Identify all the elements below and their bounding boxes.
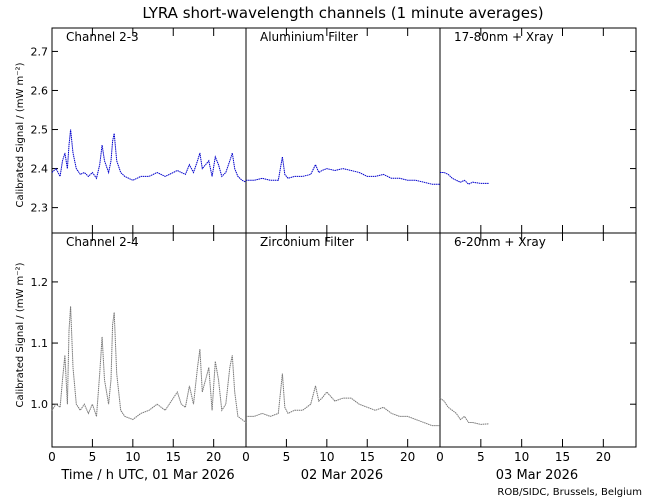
top-channel-label: Aluminium Filter	[260, 30, 358, 44]
ylabel-top: Calibrated Signal / (mW m⁻²)	[15, 62, 26, 207]
top-channel-label: Channel 2-3	[66, 30, 139, 44]
xtick-label: 5	[477, 450, 485, 464]
bottom-channel-label: 6-20nm + Xray	[454, 235, 546, 249]
xtick-label: 20	[596, 450, 611, 464]
xtick-label: 0	[242, 450, 250, 464]
bottom-series-day3	[439, 397, 490, 425]
top-ytick-label: 2.7	[31, 45, 49, 58]
bottom-ytick-label: 1.2	[31, 276, 49, 289]
top-series-day1	[51, 129, 247, 183]
top-channel-label: 17-80nm + Xray	[454, 30, 553, 44]
xlabel-day2: 02 Mar 2026	[301, 468, 383, 483]
xtick-label: 10	[319, 450, 334, 464]
xlabel-day1: Time / h UTC, 01 Mar 2026	[60, 468, 234, 483]
xtick-label: 15	[555, 450, 570, 464]
bottom-channel-label: Zirconium Filter	[260, 235, 354, 249]
panels: 2.3 2.4 2.5 2.6 2.7 Channel 2-3 Aluminium Filt…	[31, 27, 637, 464]
credit: ROB/SIDC, Brussels, Belgium	[497, 487, 642, 498]
xtick-label: 5	[89, 450, 97, 464]
bottom-series-day1	[51, 306, 247, 423]
xtick-label: 20	[206, 450, 221, 464]
top-panel-frame	[51, 27, 637, 234]
xtick-label: 15	[166, 450, 181, 464]
xtick-label: 10	[125, 450, 140, 464]
ylabel-bottom: Calibrated Signal / (mW m⁻²)	[15, 262, 26, 407]
bottom-ytick-label: 1.1	[31, 337, 49, 350]
bottom-ytick-label: 1.0	[31, 398, 49, 411]
xtick-label: 0	[48, 450, 56, 464]
top-ytick-label: 2.5	[31, 124, 49, 137]
top-series-day2	[246, 156, 440, 185]
bottom-series-day2	[246, 373, 440, 427]
xtick-label: 20	[400, 450, 415, 464]
top-ytick-label: 2.6	[31, 84, 49, 97]
xtick-label: 15	[360, 450, 375, 464]
xlabel-day3: 03 Mar 2026	[496, 468, 578, 483]
xtick-label: 10	[514, 450, 529, 464]
top-ytick-label: 2.3	[31, 202, 49, 215]
xtick-label: 5	[283, 450, 291, 464]
top-ytick-label: 2.4	[31, 163, 49, 176]
xtick-label: 0	[436, 450, 444, 464]
bottom-channel-label: Channel 2-4	[66, 235, 139, 249]
chart-title: LYRA short-wavelength channels (1 minute…	[142, 4, 543, 22]
bottom-panel-frame	[51, 232, 637, 448]
top-series-day3	[440, 172, 489, 185]
